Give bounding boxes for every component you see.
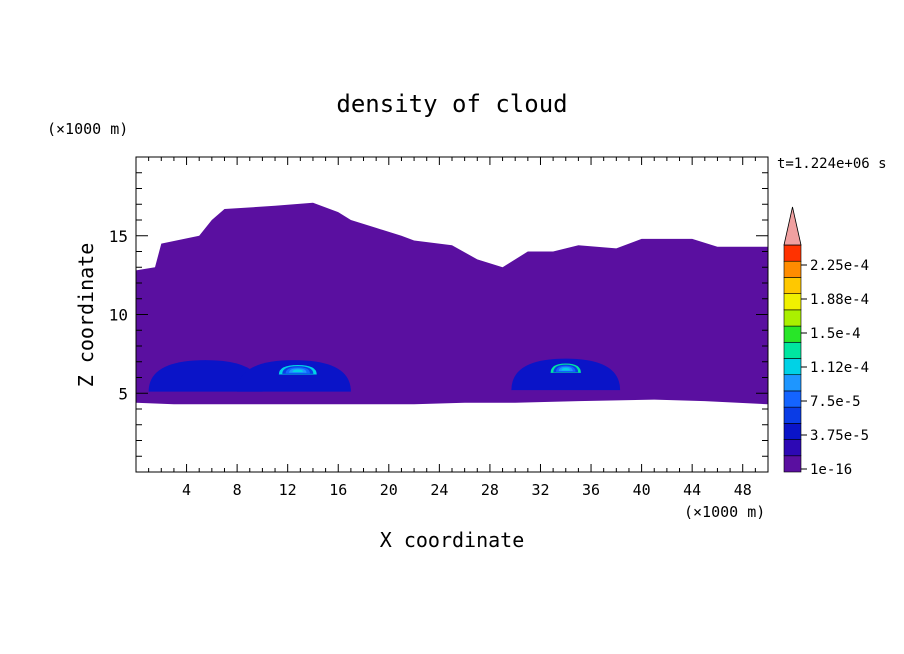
y-axis: 5 10 15 (109, 172, 768, 457)
colorbar-tick-label: 1.88e-4 (810, 292, 869, 308)
colorbar-swatch (783, 390, 802, 408)
colorbar-tick-label: 1.5e-4 (810, 326, 861, 342)
x-tick-label: 32 (531, 481, 549, 499)
x-axis-label: X coordinate (380, 528, 525, 552)
x-tick-label: 36 (582, 481, 600, 499)
cloud-region-level-0 (136, 202, 768, 405)
cloud-cell-layer (292, 369, 304, 373)
colorbar-tick-label: 7.5e-5 (810, 394, 861, 410)
x-tick-label: 4 (182, 481, 191, 499)
y-axis-label: Z coordinate (74, 243, 98, 388)
colorbar-swatch (783, 309, 802, 327)
colorbar-swatch (783, 293, 802, 311)
cloud-cell-level-2 (237, 360, 351, 392)
colorbar-tick-label: 1e-16 (810, 462, 852, 478)
colorbar-swatch (783, 374, 802, 392)
y-tick-label: 15 (109, 227, 128, 246)
colorbar-swatch (783, 358, 802, 376)
x-tick-label: 48 (734, 481, 752, 499)
x-tick-label: 24 (430, 481, 448, 499)
colorbar-swatch (783, 260, 802, 278)
cloud-density-field (136, 202, 768, 405)
y-tick-label: 5 (118, 384, 128, 403)
x-tick-label: 12 (279, 481, 297, 499)
x-tick-label: 16 (329, 481, 347, 499)
cloud-cell-layer (561, 367, 571, 371)
x-tick-label: 28 (481, 481, 499, 499)
x-axis-unit: (×1000 m) (684, 503, 765, 521)
y-tick-label: 10 (109, 306, 128, 325)
colorbar-swatch (783, 406, 802, 424)
colorbar: 2.25e-4 1.88e-4 1.5e-4 1.12e-4 7.5e-5 3.75e-5… (783, 206, 869, 478)
x-tick-label: 40 (633, 481, 651, 499)
colorbar-tick-label: 3.75e-5 (810, 428, 869, 444)
colorbar-tick-label: 2.25e-4 (810, 258, 869, 274)
colorbar-swatch (783, 455, 802, 473)
colorbar-swatch (783, 244, 802, 262)
chart-title: density of cloud (336, 90, 567, 118)
colorbar-swatch (783, 325, 802, 343)
x-tick-label: 20 (380, 481, 398, 499)
y-axis-unit: (×1000 m) (47, 120, 128, 138)
x-tick-label: 44 (683, 481, 701, 499)
colorbar-tick-label: 1.12e-4 (810, 360, 869, 376)
cloud-cell-level-2 (148, 360, 263, 392)
colorbar-swatch (783, 277, 802, 294)
cloud-cell-level-2 (511, 358, 621, 391)
x-tick-label: 8 (233, 481, 242, 499)
time-label: t=1.224e+06 s (777, 156, 887, 172)
colorbar-swatch (783, 423, 802, 440)
x-axis: 4 8 12 16 20 24 28 32 36 40 44 48 (148, 157, 756, 499)
colorbar-swatch (783, 341, 802, 359)
colorbar-swatch (783, 439, 802, 457)
colorbar-overflow-triangle (783, 206, 802, 246)
